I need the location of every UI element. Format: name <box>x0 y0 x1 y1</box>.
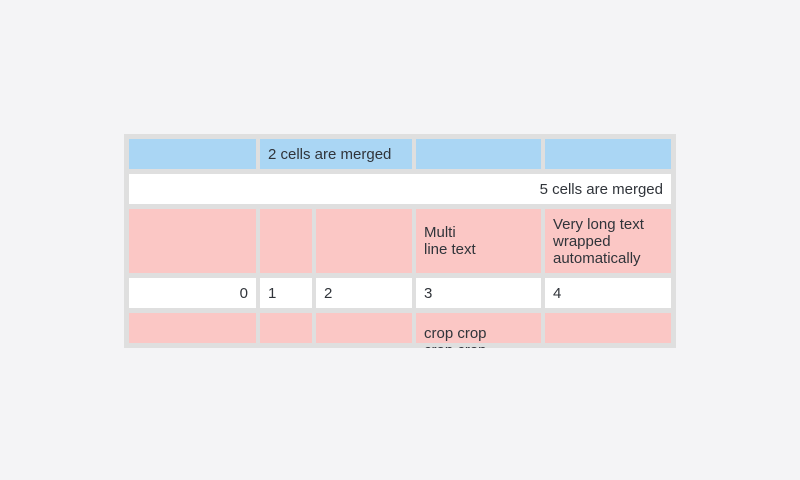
cell-r0c3 <box>416 139 541 169</box>
cell-r2c1 <box>260 209 312 273</box>
number-cell-3: 3 <box>416 278 541 308</box>
table-grid: 2 cells are merged 5 cells are merged Mu… <box>129 139 671 348</box>
cell-r4c4 <box>545 313 671 348</box>
cell-r2c2 <box>316 209 412 273</box>
cell-r2c0 <box>129 209 256 273</box>
cell-r0c4 <box>545 139 671 169</box>
number-cell-4: 4 <box>545 278 671 308</box>
table-widget: 2 cells are merged 5 cells are merged Mu… <box>124 134 676 348</box>
number-cell-1: 1 <box>260 278 312 308</box>
cell-r4c1 <box>260 313 312 348</box>
cell-r4c2 <box>316 313 412 348</box>
cropped-text-cell: crop crop crop crop <box>416 313 541 348</box>
cell-r0c0 <box>129 139 256 169</box>
merged-2-cell: 2 cells are merged <box>260 139 412 169</box>
wrapped-text-cell: Very long text wrapped automatically <box>545 209 671 273</box>
number-cell-0: 0 <box>129 278 256 308</box>
cell-r4c0 <box>129 313 256 348</box>
merged-5-cell: 5 cells are merged <box>129 174 671 204</box>
multi-line-cell: Multi line text <box>416 209 541 273</box>
number-cell-2: 2 <box>316 278 412 308</box>
